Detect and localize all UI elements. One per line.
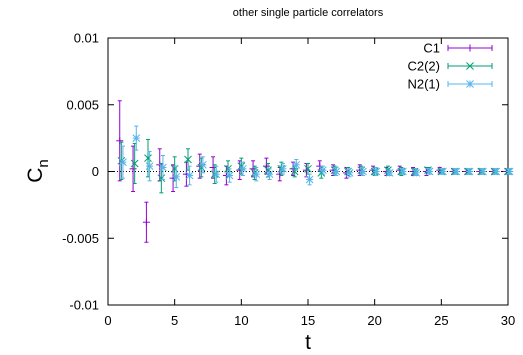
data-point [265, 168, 274, 181]
data-point [465, 167, 474, 176]
data-point [332, 166, 341, 177]
data-point [145, 150, 154, 182]
data-point [159, 154, 167, 181]
data-point [116, 100, 124, 182]
legend-item: C2(2) [407, 59, 493, 74]
x-tick-label: 20 [367, 313, 381, 328]
legend-item: C1 [423, 41, 493, 56]
data-point [399, 167, 407, 176]
data-point [130, 142, 139, 185]
legend-label: C2(2) [407, 59, 440, 74]
data-point [372, 166, 381, 177]
data-point [119, 145, 127, 179]
legend-label: N2(1) [407, 77, 440, 92]
y-tick-label: 0 [92, 164, 99, 179]
data-point [225, 168, 234, 183]
y-tick-label: -0.01 [69, 298, 99, 313]
data-point [279, 162, 287, 175]
legend-label: C1 [423, 41, 440, 56]
y-axis-title-main: C [24, 168, 47, 183]
x-tick-label: 15 [301, 313, 315, 328]
x-axis-title: t [305, 331, 311, 354]
data-point [304, 162, 312, 175]
data-point [129, 145, 137, 193]
data-point [305, 173, 314, 186]
data-point [172, 165, 181, 189]
data-point [505, 167, 514, 176]
data-point [479, 167, 487, 176]
data-point [452, 167, 461, 176]
data-point [239, 161, 247, 177]
data-point [252, 166, 261, 182]
legend-marker [466, 80, 474, 88]
y-axis-ticks: -0.01 -0.005 0 0.005 0.01 [62, 31, 508, 313]
legend-marker [466, 62, 474, 70]
data-point [142, 201, 150, 243]
y-axis-title: Cn [24, 159, 52, 183]
x-tick-label: 25 [434, 313, 448, 328]
chart-title: other single particle correlators [233, 7, 384, 19]
plot-area: 0 5 10 15 20 25 30 -0.01 -0.005 0 0.005 0.01 [62, 31, 515, 329]
x-tick-label: 0 [104, 313, 111, 328]
data-point [199, 156, 207, 174]
data-point [197, 157, 206, 178]
y-tick-label: -0.005 [62, 231, 99, 246]
data-point [359, 166, 367, 177]
y-tick-label: 0.01 [74, 31, 99, 46]
data-point [492, 167, 501, 176]
series-layer [116, 100, 514, 243]
legend: C1 C2(2) N2(1) [407, 41, 493, 92]
data-point [425, 167, 434, 176]
x-tick-label: 5 [171, 313, 178, 328]
x-axis-ticks: 0 5 10 15 20 25 30 [104, 38, 515, 328]
data-point [184, 148, 192, 171]
y-axis-title-text: Cn [24, 159, 52, 183]
series-c1 [116, 100, 510, 243]
data-point [439, 167, 447, 176]
data-point [212, 165, 221, 183]
data-point [185, 165, 194, 186]
y-tick-label: 0.005 [66, 97, 99, 112]
data-point [385, 168, 394, 177]
legend-item: N2(1) [407, 77, 493, 92]
x-tick-label: 10 [234, 313, 248, 328]
data-point [345, 168, 354, 178]
data-point [157, 162, 166, 194]
data-point [412, 168, 421, 177]
legend-marker [466, 44, 474, 52]
y-axis-title-subscript: n [35, 159, 52, 167]
series-n2-1- [119, 125, 514, 189]
data-point [290, 165, 299, 178]
data-point [292, 158, 301, 171]
data-point [132, 125, 141, 151]
data-point [319, 165, 327, 175]
x-tick-label: 30 [501, 313, 515, 328]
